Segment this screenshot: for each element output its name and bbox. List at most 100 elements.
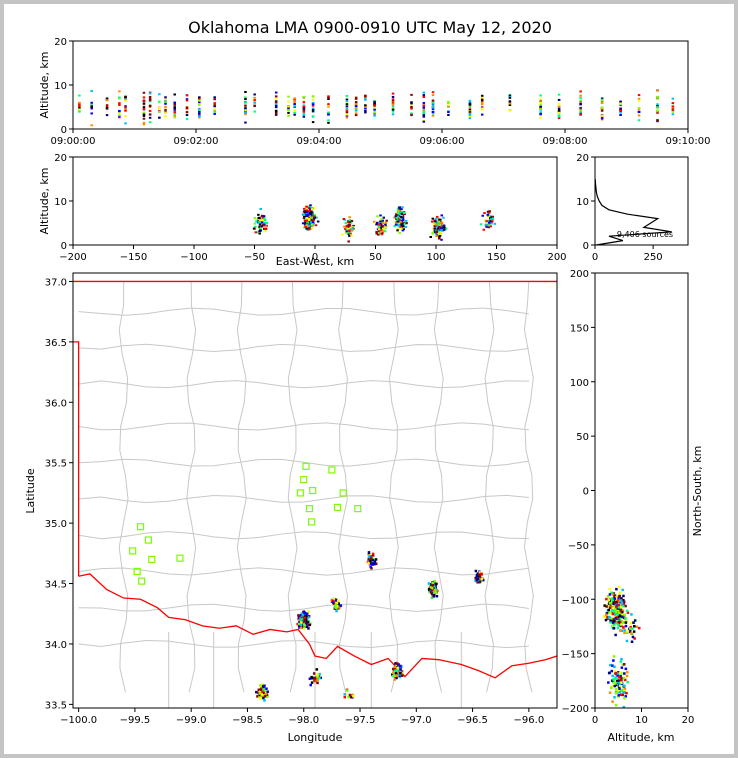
time-altitude-point	[287, 114, 290, 117]
north-south-point	[614, 692, 618, 695]
east-west-point	[380, 226, 384, 229]
map-source-point	[262, 694, 265, 698]
map-source-point	[434, 583, 437, 586]
north-south-point	[616, 604, 620, 608]
altitude-tick-label: 10	[635, 715, 648, 726]
time-altitude-point	[557, 117, 561, 120]
north-south-point	[611, 681, 615, 684]
north-south-point	[635, 625, 638, 629]
north-south-point	[612, 623, 616, 627]
east-west-point	[304, 208, 308, 211]
east-west-point	[312, 215, 315, 218]
time-altitude-point	[124, 99, 127, 102]
altitude-tick-label: 20	[54, 153, 67, 164]
time-altitude-point	[431, 102, 435, 105]
east-west-point	[483, 212, 486, 215]
north-south-point	[617, 694, 621, 697]
time-altitude-point	[364, 109, 367, 112]
map-source-point	[303, 624, 306, 627]
east-west-point	[347, 227, 350, 230]
east-west-point	[305, 224, 308, 227]
time-altitude-point	[600, 101, 604, 104]
time-altitude-point	[311, 121, 315, 124]
lma-station-marker	[300, 476, 308, 484]
map-source-point	[316, 678, 320, 682]
map-source-point	[352, 694, 355, 698]
time-altitude-point	[164, 115, 167, 118]
time-altitude-ylabel: Altitude, km	[38, 51, 51, 118]
north-south-point	[610, 617, 613, 620]
north-south-point	[632, 621, 635, 624]
map-source-point	[299, 626, 303, 629]
east-west-point	[490, 220, 494, 223]
time-altitude-point	[274, 110, 278, 113]
time-altitude-point	[345, 111, 349, 114]
time-altitude-point	[124, 108, 127, 111]
east-west-point	[442, 229, 445, 232]
lma-station-marker	[302, 462, 310, 470]
longitude-tick-label: −97.5	[345, 715, 376, 726]
north-south-point	[620, 602, 624, 605]
time-altitude-point	[124, 122, 127, 125]
time-altitude-point	[302, 95, 306, 98]
east-west-point	[482, 228, 486, 231]
map-source-point	[303, 622, 306, 625]
north-south-point	[622, 705, 626, 709]
north-south-point	[610, 606, 614, 610]
map-source-point	[331, 599, 334, 603]
east-west-point	[479, 223, 483, 226]
time-altitude-point	[619, 104, 622, 107]
time-altitude-point	[185, 111, 189, 114]
north-south-point	[615, 599, 618, 603]
east-west-point	[401, 229, 405, 232]
time-altitude-point	[244, 101, 247, 104]
north-south-point	[607, 598, 611, 602]
time-altitude-point	[431, 99, 435, 102]
east-west-point	[309, 209, 312, 212]
time-altitude-point	[579, 109, 582, 112]
latitude-tick-label: 34.0	[45, 640, 67, 651]
north-south-point	[623, 687, 627, 690]
time-altitude-point	[287, 105, 290, 108]
state-boundary-west	[73, 341, 80, 577]
east-west-point	[394, 223, 398, 226]
map-source-point	[478, 573, 481, 576]
north-south-point	[611, 609, 614, 612]
map-source-point	[335, 606, 338, 609]
east-west-point	[431, 217, 435, 220]
north-south-point	[607, 608, 610, 612]
east-west-point	[345, 230, 349, 233]
map-source-point	[474, 579, 477, 582]
east-west-point	[487, 216, 490, 219]
east-west-point	[305, 227, 308, 230]
east-west-point	[303, 223, 307, 226]
altitude-tick-label: 0	[592, 715, 598, 726]
east-west-point	[435, 230, 439, 233]
north-south-tick-label: −200	[562, 704, 589, 715]
map-source-point	[396, 662, 399, 665]
east-west-point	[308, 226, 312, 229]
east-west-point	[397, 224, 401, 227]
east-west-point	[438, 237, 441, 240]
time-altitude-point	[354, 112, 358, 115]
east-west-point	[442, 216, 445, 219]
time-altitude-point	[579, 108, 582, 111]
map-source-point	[318, 672, 321, 676]
time-altitude-point	[185, 106, 189, 109]
north-south-point	[614, 683, 618, 687]
east-west-point	[308, 215, 311, 218]
east-west-point	[438, 223, 442, 226]
map-source-point	[313, 676, 316, 680]
time-altitude-point	[422, 104, 426, 107]
north-south-point	[613, 670, 616, 673]
east-west-point	[304, 221, 307, 224]
map-source-point	[334, 603, 338, 606]
north-south-point	[616, 691, 619, 695]
east-west-point	[429, 236, 432, 239]
east-west-tick-label: −150	[120, 252, 147, 263]
map-source-point	[261, 683, 264, 686]
time-altitude-point	[213, 104, 216, 107]
time-altitude-point	[671, 110, 675, 113]
time-altitude-point	[148, 97, 152, 100]
north-south-point	[626, 680, 629, 684]
